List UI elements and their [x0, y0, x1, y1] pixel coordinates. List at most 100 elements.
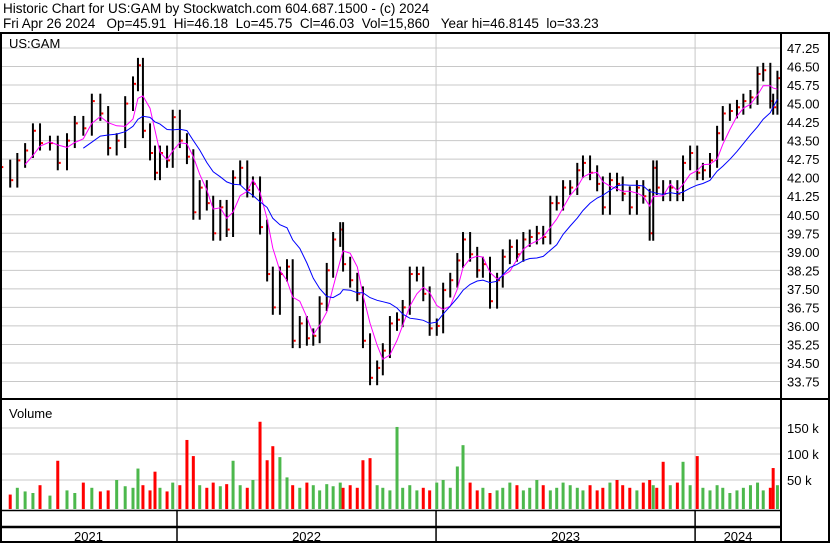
- close-marker: [503, 255, 506, 258]
- close-marker: [261, 226, 264, 229]
- volume-bar: [136, 468, 140, 509]
- price-tick-label: 44.25: [787, 115, 820, 130]
- close-marker: [544, 235, 547, 238]
- volume-bar: [608, 482, 612, 509]
- volume-bar: [211, 482, 215, 509]
- close-marker: [730, 109, 733, 112]
- close-marker: [344, 263, 347, 266]
- close-marker: [334, 238, 337, 241]
- price-tick-label: 41.25: [787, 189, 820, 204]
- close-marker: [214, 232, 217, 235]
- volume-bar: [655, 487, 659, 509]
- volume-bar: [388, 490, 392, 509]
- volume-bar: [761, 490, 765, 509]
- volume-bar: [245, 487, 249, 509]
- volume-bar: [178, 485, 182, 509]
- close-marker: [138, 64, 141, 67]
- volume-bar: [338, 482, 342, 509]
- close-marker: [718, 132, 721, 135]
- volume-bar: [648, 480, 652, 509]
- volume-bar: [106, 490, 110, 509]
- volume-bar: [775, 485, 779, 509]
- volume-bar: [191, 456, 195, 509]
- volume-bar: [355, 487, 359, 509]
- close-marker: [109, 147, 112, 150]
- volume-bar: [65, 490, 69, 509]
- close-marker: [160, 151, 163, 154]
- close-marker: [478, 269, 481, 272]
- volume-bar: [311, 485, 315, 509]
- volume-bar: [401, 487, 405, 509]
- close-marker: [363, 339, 366, 342]
- grid-lines: [0, 34, 780, 510]
- volume-bar: [515, 485, 519, 509]
- close-marker: [248, 189, 251, 192]
- close-marker: [398, 318, 401, 321]
- close-marker: [583, 161, 586, 164]
- volume-bar: [8, 494, 12, 509]
- volume-bar: [218, 486, 222, 509]
- price-panel-label: US:GAM: [9, 36, 60, 51]
- volume-bar: [535, 480, 539, 509]
- volume-bar: [153, 471, 157, 509]
- volume-bar: [541, 485, 545, 509]
- close-marker: [92, 100, 95, 103]
- volume-bar: [141, 485, 145, 509]
- close-marker: [117, 139, 120, 142]
- close-marker: [155, 171, 158, 174]
- close-marker: [483, 263, 486, 266]
- volume-bar: [73, 493, 77, 509]
- long-moving-average-line: [83, 99, 778, 324]
- volume-bar: [455, 466, 459, 509]
- volume-bar: [48, 495, 52, 509]
- close-marker: [11, 179, 14, 182]
- price-tick-label: 36.00: [787, 319, 820, 334]
- close-marker: [654, 166, 657, 169]
- volume-bar: [581, 490, 585, 509]
- close-marker: [510, 245, 513, 248]
- volume-bar: [331, 486, 335, 509]
- volume-tick-label: 100 k: [787, 447, 819, 462]
- volume-bar: [668, 485, 672, 509]
- volume-bar: [681, 461, 685, 509]
- volume-bar: [771, 468, 775, 509]
- year-label: 2022: [292, 529, 321, 543]
- year-label: 2021: [74, 529, 103, 543]
- volume-bar: [695, 456, 699, 509]
- close-marker: [126, 102, 129, 105]
- volume-bar: [595, 490, 599, 509]
- price-tick-label: 36.75: [787, 300, 820, 315]
- close-marker: [207, 202, 210, 205]
- close-marker: [288, 265, 291, 268]
- close-marker: [320, 302, 323, 305]
- volume-bar: [721, 487, 725, 509]
- close-marker: [378, 366, 381, 369]
- price-tick-label: 39.00: [787, 245, 820, 260]
- close-marker: [703, 169, 706, 172]
- close-marker: [603, 206, 606, 209]
- price-bars: [0, 57, 781, 386]
- close-marker: [691, 151, 694, 154]
- close-marker: [444, 289, 447, 292]
- axis-labels: 47.25 46.50 45.75 45.00 44.25 43.50 42.75 42.00…: [74, 41, 820, 543]
- close-marker: [26, 149, 29, 152]
- volume-bar: [148, 490, 152, 509]
- volume-bar: [23, 491, 27, 509]
- volume-bar: [468, 482, 472, 509]
- volume-bar: [728, 493, 732, 509]
- short-moving-average-line: [24, 85, 778, 361]
- close-marker: [273, 306, 276, 309]
- close-marker: [490, 300, 493, 303]
- close-marker: [101, 112, 104, 115]
- volume-bar: [341, 487, 345, 509]
- close-marker: [650, 232, 653, 235]
- close-marker: [424, 292, 427, 295]
- close-marker: [151, 151, 154, 154]
- volume-bar: [568, 485, 572, 509]
- close-marker: [268, 273, 271, 276]
- volume-bar: [701, 487, 705, 509]
- price-tick-label: 42.00: [787, 171, 820, 186]
- close-marker: [58, 161, 61, 164]
- volume-bar: [251, 480, 255, 509]
